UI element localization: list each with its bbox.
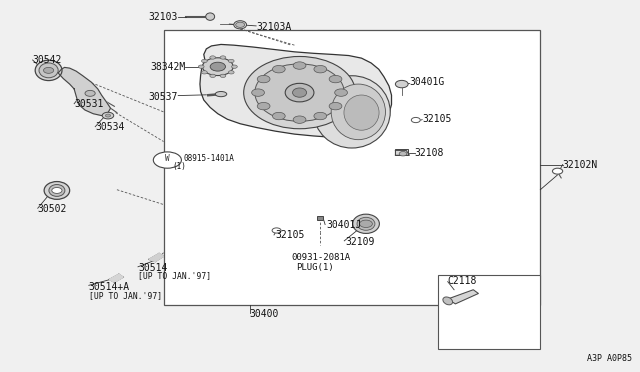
Circle shape <box>293 62 306 69</box>
Text: 30514+A: 30514+A <box>89 282 130 292</box>
Polygon shape <box>396 150 410 155</box>
Polygon shape <box>109 274 124 282</box>
Circle shape <box>210 62 225 71</box>
Polygon shape <box>58 67 111 116</box>
Ellipse shape <box>344 95 379 130</box>
Text: 38342M: 38342M <box>150 62 186 73</box>
Ellipse shape <box>220 56 226 59</box>
Ellipse shape <box>255 64 344 121</box>
Ellipse shape <box>228 59 234 62</box>
Circle shape <box>52 187 62 193</box>
Bar <box>396 148 408 155</box>
Circle shape <box>552 168 563 174</box>
Ellipse shape <box>357 217 375 230</box>
Circle shape <box>154 152 181 168</box>
Text: 30534: 30534 <box>95 122 125 132</box>
Text: [UP TO JAN.'97]: [UP TO JAN.'97] <box>138 272 211 280</box>
Ellipse shape <box>205 13 214 20</box>
Ellipse shape <box>228 71 234 74</box>
Circle shape <box>329 102 342 110</box>
Ellipse shape <box>210 74 216 77</box>
Polygon shape <box>448 290 478 304</box>
Circle shape <box>273 112 285 120</box>
Text: 30514: 30514 <box>138 263 168 273</box>
Circle shape <box>44 67 54 73</box>
Ellipse shape <box>39 63 58 78</box>
Text: 30537: 30537 <box>149 92 178 102</box>
Text: PLUG(1): PLUG(1) <box>296 263 333 272</box>
Text: 32102N: 32102N <box>563 160 598 170</box>
Circle shape <box>314 65 326 73</box>
Text: [UP TO JAN.'97]: [UP TO JAN.'97] <box>89 291 162 300</box>
Ellipse shape <box>314 76 390 148</box>
Text: 30400: 30400 <box>250 309 279 319</box>
Circle shape <box>293 116 306 124</box>
Circle shape <box>272 228 281 233</box>
Circle shape <box>85 90 95 96</box>
Bar <box>164 31 540 305</box>
Text: W: W <box>165 154 170 163</box>
Circle shape <box>412 118 420 123</box>
Circle shape <box>329 76 342 83</box>
Ellipse shape <box>35 60 62 81</box>
Ellipse shape <box>49 185 65 196</box>
Text: 32103A: 32103A <box>256 22 291 32</box>
Bar <box>438 275 540 349</box>
Text: 30502: 30502 <box>38 204 67 214</box>
Polygon shape <box>200 44 392 137</box>
Text: 32108: 32108 <box>415 148 444 158</box>
Polygon shape <box>149 253 164 262</box>
Circle shape <box>102 112 114 119</box>
Ellipse shape <box>285 83 314 102</box>
Text: 30401G: 30401G <box>410 77 445 87</box>
Text: 32103: 32103 <box>149 12 178 22</box>
Ellipse shape <box>353 214 380 234</box>
Ellipse shape <box>331 84 385 140</box>
Text: (1): (1) <box>173 162 186 171</box>
Ellipse shape <box>210 56 216 59</box>
Ellipse shape <box>202 71 207 74</box>
Ellipse shape <box>44 182 70 199</box>
Bar <box>317 217 323 220</box>
Circle shape <box>399 151 407 156</box>
Text: 30531: 30531 <box>74 99 104 109</box>
Ellipse shape <box>443 297 452 305</box>
Text: 08915-1401A: 08915-1401A <box>184 154 235 163</box>
Ellipse shape <box>198 65 204 68</box>
Text: 32105: 32105 <box>422 114 452 124</box>
Text: C2118: C2118 <box>448 276 477 285</box>
Text: 32109: 32109 <box>346 237 375 247</box>
Ellipse shape <box>292 88 307 97</box>
Circle shape <box>236 22 244 28</box>
Ellipse shape <box>244 57 355 129</box>
Circle shape <box>257 102 270 110</box>
Circle shape <box>257 76 270 83</box>
Text: 00931-2081A: 00931-2081A <box>291 253 350 262</box>
Text: 30401J: 30401J <box>326 220 362 230</box>
Ellipse shape <box>202 58 233 76</box>
Ellipse shape <box>232 65 237 68</box>
Text: 30542: 30542 <box>33 55 62 65</box>
Circle shape <box>314 112 326 120</box>
Circle shape <box>360 220 372 228</box>
Ellipse shape <box>202 59 207 62</box>
Circle shape <box>106 114 111 117</box>
Text: 32105: 32105 <box>275 230 305 240</box>
Text: A3P A0P85: A3P A0P85 <box>587 354 632 363</box>
Ellipse shape <box>215 92 227 97</box>
Circle shape <box>335 89 348 96</box>
Circle shape <box>252 89 264 96</box>
Circle shape <box>273 65 285 73</box>
Ellipse shape <box>234 21 246 29</box>
Circle shape <box>396 80 408 88</box>
Ellipse shape <box>220 74 226 77</box>
